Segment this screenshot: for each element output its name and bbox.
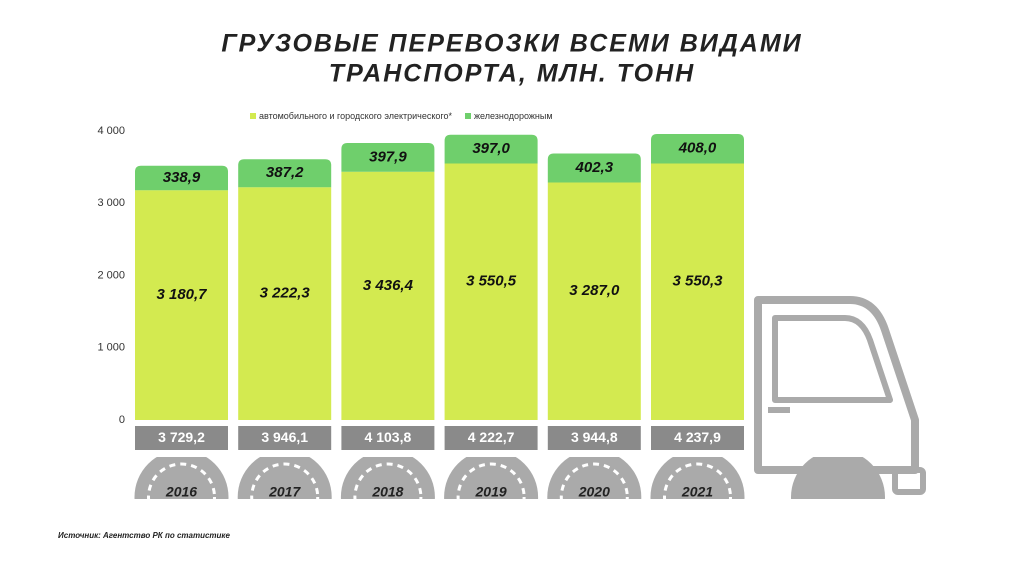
source: Источник: Агентство РК по статистике: [58, 531, 230, 540]
x-tick-label: 2019: [475, 484, 507, 500]
bar-segment: [135, 165, 228, 191]
x-tick-label: 2016: [165, 484, 197, 500]
y-tick-label: 0: [119, 414, 125, 426]
truck-cab: [754, 296, 926, 495]
wheel-tire: [444, 457, 539, 499]
total-label: 4 222,7: [468, 429, 515, 445]
wheel-rim: [559, 462, 629, 499]
data-label: 397,9: [369, 148, 407, 165]
data-label: 3 287,0: [569, 282, 620, 299]
bar-segment: [444, 163, 538, 420]
y-tick-label: 1 000: [97, 342, 125, 354]
y-tick-label: 3 000: [97, 197, 125, 209]
total-box: [135, 426, 228, 450]
data-label: 397,0: [472, 140, 510, 157]
total-label: 4 237,9: [674, 429, 721, 445]
x-tick-label: 2018: [371, 484, 403, 500]
total-label: 3 729,2: [158, 429, 205, 445]
bar-segment: [238, 159, 332, 188]
legend-label: железнодорожным: [474, 111, 553, 121]
x-tick-label: 2017: [268, 484, 301, 500]
total-box: [444, 426, 538, 450]
wheel-rim: [147, 462, 216, 499]
data-label: 3 550,3: [672, 273, 723, 290]
wheel: [547, 457, 642, 499]
data-label: 387,2: [266, 164, 304, 181]
data-label: 338,9: [163, 169, 201, 186]
wheel: [650, 457, 745, 499]
y-tick-label: 2 000: [97, 269, 125, 281]
bar-segment: [547, 153, 641, 183]
total-box: [651, 426, 744, 450]
x-tick-label: 2020: [578, 484, 610, 500]
bar-segment: [341, 171, 435, 420]
bar-segment: [651, 134, 744, 164]
bar-segment: [341, 142, 435, 172]
wheel-tire: [134, 457, 229, 499]
wheel-rim: [353, 462, 423, 499]
wheel-tire: [340, 457, 435, 499]
legend-label: автомобильного и городского электрическо…: [259, 111, 452, 121]
y-tick-label: 4 000: [97, 125, 125, 137]
wheel-tire: [650, 457, 745, 499]
total-box: [341, 426, 435, 450]
wheel-rim: [663, 462, 732, 499]
wheel: [340, 457, 435, 499]
data-label: 408,0: [678, 140, 717, 157]
x-tick-label: 2021: [681, 484, 713, 500]
wheel: [237, 457, 332, 499]
wheel-rim: [250, 462, 320, 499]
total-label: 3 944,8: [571, 429, 618, 445]
data-label: 3 180,7: [156, 286, 207, 303]
chart-title: ГРУЗОВЫЕ ПЕРЕВОЗКИ ВСЕМИ ВИДАМИ: [221, 30, 802, 58]
total-box: [238, 426, 332, 450]
bar-segment: [444, 134, 538, 164]
wheel-tire: [237, 457, 332, 499]
total-box: [547, 426, 641, 450]
total-label: 3 946,1: [261, 429, 308, 445]
truck-wheel: [791, 457, 885, 499]
wheel: [444, 457, 539, 499]
data-label: 3 436,4: [363, 277, 414, 294]
total-label: 4 103,8: [365, 429, 412, 445]
data-label: 402,3: [575, 159, 614, 176]
legend-swatch: [250, 113, 256, 119]
legend-swatch: [465, 113, 471, 119]
bar-segment: [238, 187, 332, 420]
bar-segment: [547, 182, 641, 420]
wheel: [134, 457, 229, 499]
data-label: 3 550,5: [466, 273, 517, 290]
data-label: 3 222,3: [260, 285, 311, 302]
bar-segment: [135, 190, 228, 420]
chart-title: ТРАНСПОРТА, МЛН. ТОНН: [329, 60, 695, 88]
wheel-rim: [456, 462, 526, 499]
wheel-tire: [547, 457, 642, 499]
bar-segment: [651, 163, 744, 420]
